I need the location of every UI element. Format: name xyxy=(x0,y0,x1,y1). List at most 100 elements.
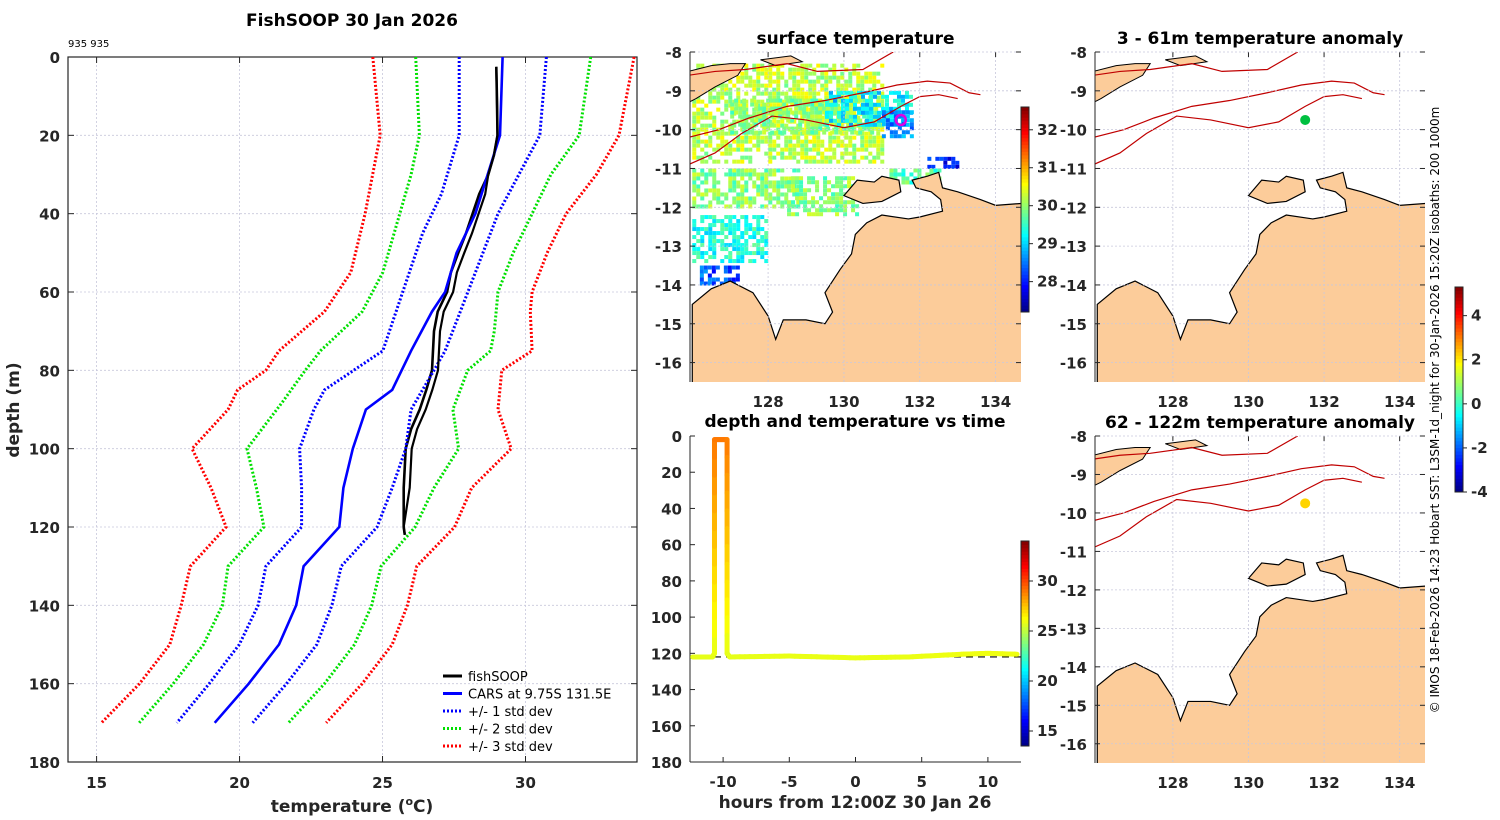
colorbar-segment xyxy=(1021,134,1029,139)
sst-pixel xyxy=(756,71,761,76)
colorbar-segment xyxy=(1021,141,1029,146)
sst-pixel xyxy=(858,118,863,123)
colorbar-segment xyxy=(1455,287,1463,291)
sst-pixel xyxy=(874,110,879,115)
y-tick-label: 40 xyxy=(661,500,682,518)
colorbar-segment xyxy=(1455,427,1463,431)
sst-pixel xyxy=(848,135,853,140)
sst-pixel xyxy=(832,71,837,76)
sst-pixel xyxy=(692,227,697,232)
sst-pixel xyxy=(824,110,829,115)
sst-pixel xyxy=(716,135,721,140)
sst-pixel xyxy=(868,143,873,148)
sst-pixel xyxy=(756,111,761,116)
sst-pixel xyxy=(707,265,712,270)
sst-pixel xyxy=(776,196,781,201)
sst-pixel xyxy=(756,87,761,92)
sst-pixel xyxy=(744,83,749,88)
sst-pixel xyxy=(840,131,845,136)
sst-pixel xyxy=(834,122,839,127)
sst-pixel xyxy=(839,208,844,213)
sst-pixel xyxy=(770,106,775,111)
sst-pixel xyxy=(835,176,840,181)
sst-pixel xyxy=(758,106,763,111)
colorbar-segment xyxy=(1455,488,1463,493)
station-marker-dot xyxy=(1300,114,1311,125)
sst-pixel xyxy=(724,147,729,152)
sst-pixel xyxy=(692,143,697,148)
colorbar-segment xyxy=(1021,267,1029,272)
sst-pixel xyxy=(864,106,869,111)
colorbar-segment xyxy=(1455,310,1463,315)
sst-pixel xyxy=(827,208,832,213)
sst-pixel xyxy=(738,106,743,111)
sst-pixel xyxy=(776,192,781,197)
sst-pixel xyxy=(901,172,906,177)
sst-pixel xyxy=(804,139,809,144)
land-tiwi-islands xyxy=(842,175,902,205)
sst-pixel xyxy=(692,223,697,228)
sst-pixel xyxy=(692,219,697,224)
sst-pixel xyxy=(704,180,709,185)
sst-pixel xyxy=(764,151,769,156)
sst-pixel xyxy=(848,94,853,99)
sst-pixel xyxy=(734,98,739,103)
sst-pixel xyxy=(848,90,853,95)
sst-pixel xyxy=(744,219,749,224)
y-tick-label: 160 xyxy=(651,718,682,736)
sst-pixel xyxy=(736,247,741,252)
map-sst_map: 128 130 132 134-8-9-10-11-12-13-14-15-16sur… xyxy=(655,29,1021,411)
colorbar-tick-label: 0 xyxy=(1471,395,1481,413)
sst-pixel xyxy=(828,118,833,123)
sst-pixel xyxy=(803,208,808,213)
sst-pixel xyxy=(760,251,765,256)
colorbar-segment xyxy=(1455,317,1463,322)
sst-pixel xyxy=(756,239,761,244)
colorbar-segment xyxy=(1021,212,1029,217)
sst-pixel xyxy=(700,219,705,224)
sst-pixel xyxy=(835,192,840,197)
sst-pixel xyxy=(816,143,821,148)
sst-pixel xyxy=(736,75,741,80)
sst-pixel xyxy=(760,71,765,76)
sst-pixel xyxy=(844,118,849,123)
sst-pixel xyxy=(846,114,851,119)
sst-pixel xyxy=(742,98,747,103)
sst-pixel xyxy=(791,184,796,189)
sst-pixel xyxy=(788,87,793,92)
sst-pixel xyxy=(856,159,861,164)
sst-pixel xyxy=(876,155,881,160)
colorbar-segment xyxy=(1455,437,1463,442)
sst-pixel xyxy=(696,227,701,232)
sst-pixel xyxy=(736,251,741,256)
sst-pixel xyxy=(832,102,837,107)
sst-pixel xyxy=(860,131,865,136)
sst-pixel xyxy=(788,135,793,140)
sst-pixel xyxy=(824,75,829,80)
sst-pixel xyxy=(696,231,701,236)
sst-pixel xyxy=(860,75,865,80)
sst-pixel xyxy=(756,219,761,224)
sst-pixel xyxy=(832,94,837,99)
colorbar-segment xyxy=(1455,386,1463,390)
sst-pixel xyxy=(752,180,757,185)
sst-pixel xyxy=(756,99,761,104)
sst-pixel xyxy=(856,106,861,111)
colorbar-segment xyxy=(1021,664,1029,668)
sst-pixel xyxy=(820,103,825,108)
sst-pixel xyxy=(724,204,729,209)
sst-pixel xyxy=(846,122,851,127)
sst-pixel xyxy=(704,131,709,136)
sst-pixel xyxy=(728,87,733,92)
sst-pixel xyxy=(780,63,785,68)
sst-pixel xyxy=(831,196,836,201)
colorbar-segment xyxy=(1021,226,1029,231)
sst-pixel xyxy=(824,83,829,88)
sst-pixel xyxy=(872,155,877,160)
sst-pixel xyxy=(700,251,705,256)
sst-pixel xyxy=(832,63,837,68)
sst-pixel xyxy=(712,180,717,185)
colorbar-segment xyxy=(1455,430,1463,435)
lat-tick-label: -13 xyxy=(1060,620,1087,638)
sst-pixel xyxy=(815,184,820,189)
